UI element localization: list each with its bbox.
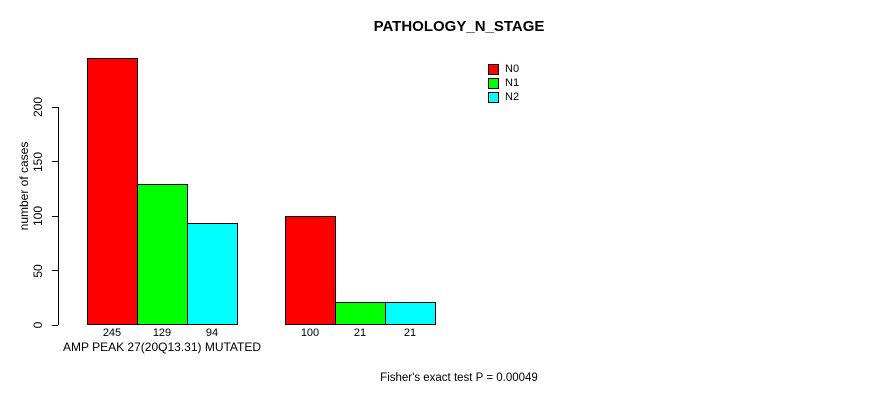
y-axis-tick — [52, 161, 58, 162]
x-group-label: AMP PEAK 27(20Q13.31) MUTATED — [62, 340, 262, 354]
legend-label: N0 — [505, 63, 520, 75]
bar-n1-group1 — [137, 184, 188, 325]
bar-n1-group2 — [335, 302, 386, 325]
bar-value-label: 100 — [300, 327, 320, 339]
bar-value-label: 21 — [353, 327, 367, 339]
y-axis-tick — [52, 270, 58, 271]
legend-item-n0: N0 — [488, 63, 519, 76]
legend-item-n1: N1 — [488, 77, 519, 90]
bar-n2-group2 — [385, 302, 436, 325]
y-axis-line — [58, 107, 59, 325]
fisher-test-annotation: Fisher's exact test P = 0.00049 — [380, 372, 538, 384]
chart-title: PATHOLOGY_N_STAGE — [373, 18, 545, 35]
legend-label: N1 — [505, 77, 520, 89]
legend: N0 N1 N2 — [488, 63, 519, 105]
legend-swatch-icon — [488, 64, 499, 75]
legend-label: N2 — [505, 91, 520, 103]
bar-value-label: 129 — [152, 327, 172, 339]
y-axis-tick — [52, 106, 58, 108]
bar-n2-group1 — [187, 222, 238, 325]
bar-value-label: 21 — [403, 327, 417, 339]
y-axis-tick-label: 0 — [31, 321, 45, 329]
bar-value-label: 245 — [102, 327, 122, 339]
y-axis-title: number of cases — [17, 141, 31, 231]
legend-swatch-icon — [488, 92, 499, 103]
y-axis-tick-label: 200 — [31, 96, 45, 118]
legend-swatch-icon — [488, 78, 499, 89]
y-axis-tick-label: 50 — [31, 263, 45, 278]
y-axis-tick — [52, 215, 58, 217]
bar-value-label: 94 — [205, 327, 219, 339]
y-axis-tick — [52, 324, 58, 326]
y-axis-tick-label: 100 — [31, 205, 45, 227]
y-axis-tick-label: 150 — [31, 151, 45, 172]
legend-item-n2: N2 — [488, 91, 519, 104]
bar-n0-group1 — [87, 57, 138, 325]
bar-n0-group2 — [285, 216, 336, 325]
